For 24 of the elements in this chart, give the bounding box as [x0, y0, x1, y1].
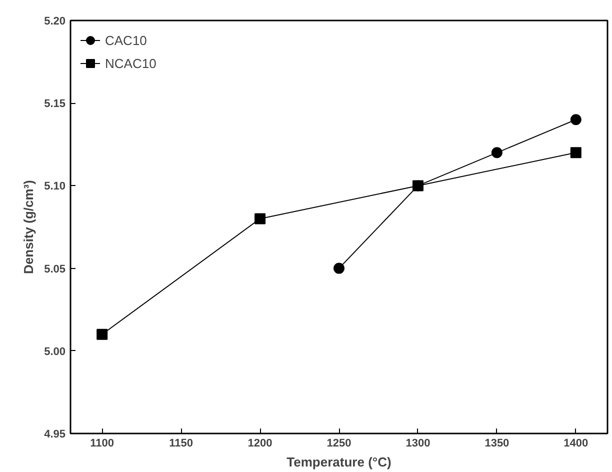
- x-tick-label: 1400: [564, 438, 588, 450]
- point: [491, 147, 502, 158]
- legend-label: CAC10: [105, 32, 147, 48]
- point: [96, 328, 108, 340]
- y-tick-label: 5.15: [44, 98, 66, 110]
- y-tick-label: 5.10: [44, 180, 66, 193]
- legend-label: NCAC10: [105, 56, 156, 70]
- point: [254, 213, 266, 224]
- x-tick-label: 1150: [169, 438, 193, 450]
- point: [570, 114, 582, 126]
- x-tick-label: 1250: [326, 438, 352, 450]
- y-tick-label: 5.20: [44, 16, 66, 28]
- x-axis-title: Temperature (°C): [286, 454, 392, 470]
- point: [570, 147, 582, 158]
- x-tick-label: 1350: [484, 438, 510, 450]
- y-tick-label: 4.95: [44, 428, 66, 440]
- x-tick-label: 1100: [90, 438, 114, 450]
- point: [412, 180, 424, 192]
- y-tick-label: 5.05: [44, 263, 66, 276]
- point: [334, 262, 344, 274]
- x-tick-label: 1300: [406, 438, 430, 450]
- y-tick-label: 5.00: [44, 346, 66, 358]
- y-axis-title: Density (g/cm³): [21, 180, 36, 274]
- x-tick-label: 1200: [248, 438, 272, 450]
